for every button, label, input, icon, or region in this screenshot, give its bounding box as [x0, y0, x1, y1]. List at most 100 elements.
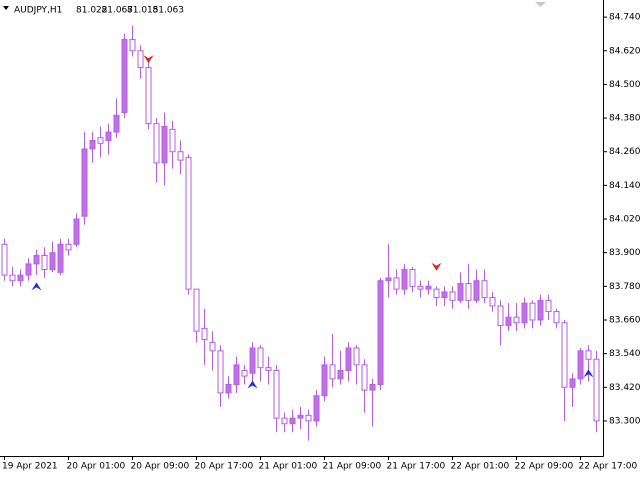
down-arrow — [143, 55, 154, 64]
y-tick-label: 83.300 — [609, 416, 640, 426]
candle-body — [73, 218, 80, 245]
candle-body — [513, 316, 520, 324]
candle-body — [169, 128, 176, 153]
candle-body — [41, 254, 48, 271]
y-tick-label: 84.380 — [609, 114, 640, 124]
y-tick-label: 83.660 — [609, 315, 640, 325]
candle-body — [457, 283, 464, 301]
candle-body — [145, 67, 152, 125]
candle-body — [465, 283, 472, 301]
y-tick-label: 84.140 — [609, 181, 640, 191]
candle-body — [529, 302, 536, 321]
candle-body — [113, 114, 120, 133]
candle-body — [105, 131, 112, 142]
y-tick-label: 83.420 — [609, 383, 640, 393]
candle-body — [185, 156, 192, 290]
up-arrow — [247, 380, 258, 389]
candle-body — [369, 383, 376, 391]
candle-body — [377, 280, 384, 385]
candle-body — [33, 254, 40, 265]
x-tick-label: 22 Apr 09:00 — [515, 462, 574, 472]
candle-body — [329, 364, 336, 380]
y-tick-label: 84.620 — [609, 46, 640, 56]
candle-body — [225, 383, 232, 394]
candle-body — [313, 395, 320, 422]
candle-body — [425, 285, 432, 290]
candle-body — [385, 277, 392, 282]
candle-body — [361, 364, 368, 391]
candle-body — [441, 291, 448, 299]
y-tick-label: 83.540 — [609, 349, 640, 359]
candle-body — [89, 140, 96, 150]
candle-body — [257, 347, 264, 369]
x-tick-label: 20 Apr 17:00 — [195, 462, 254, 472]
candle-body — [497, 305, 504, 327]
candle-body — [489, 297, 496, 307]
quote-value: 81.022 — [76, 6, 108, 16]
candle-body — [593, 358, 600, 422]
y-tick-label: 84.260 — [609, 147, 640, 157]
shift-marker[interactable] — [535, 2, 546, 7]
candle-body — [417, 285, 424, 290]
x-tick-label: 22 Apr 17:00 — [579, 462, 638, 472]
candle-body — [81, 148, 88, 217]
candle-body — [553, 311, 560, 324]
candle-body — [217, 350, 224, 394]
up-arrow — [583, 369, 594, 378]
menu-icon[interactable] — [3, 6, 9, 10]
candle-body — [129, 39, 136, 52]
candle-body — [265, 367, 272, 371]
x-tick-label: 21 Apr 17:00 — [387, 462, 446, 472]
candle-body — [97, 137, 104, 144]
down-arrow — [431, 262, 442, 271]
candle-body — [537, 299, 544, 321]
candle-body — [481, 280, 488, 299]
y-tick-label: 84.500 — [609, 80, 640, 90]
candle-body — [49, 252, 56, 271]
candle-body — [353, 347, 360, 366]
candle-body — [17, 274, 24, 282]
symbol: AUDJPY,H1 — [14, 6, 62, 16]
candle-body — [57, 243, 64, 273]
candle-body — [569, 378, 576, 388]
candle-body — [153, 123, 160, 164]
candle-body — [561, 322, 568, 388]
candle-body — [297, 414, 304, 419]
quote-value: 81.015 — [127, 6, 159, 16]
candle-body — [577, 350, 584, 380]
candle-body — [209, 341, 216, 352]
y-tick-label: 83.780 — [609, 282, 640, 292]
x-tick-label: 21 Apr 01:00 — [259, 462, 318, 472]
candle-body — [505, 316, 512, 327]
quote-value: 81.067 — [102, 6, 134, 16]
y-tick-label: 83.900 — [609, 248, 640, 258]
x-tick-label: 20 Apr 01:00 — [67, 462, 126, 472]
candle-body — [585, 350, 592, 360]
candle-body — [1, 243, 8, 276]
candle-body — [161, 125, 168, 164]
candle-body — [193, 288, 200, 332]
candle-body — [433, 288, 440, 299]
candle-body — [137, 50, 144, 69]
candle-body — [345, 347, 352, 371]
candle-body — [473, 280, 480, 301]
candle-body — [545, 299, 552, 313]
candle-body — [409, 269, 416, 287]
candle-body — [9, 274, 16, 282]
candle-body — [233, 364, 240, 385]
candle-body — [273, 369, 280, 419]
candle-body — [25, 263, 32, 276]
candle-body — [401, 269, 408, 290]
x-tick-label: 22 Apr 01:00 — [451, 462, 510, 472]
candle-body — [241, 369, 248, 377]
candle-body — [121, 39, 128, 113]
candle-body — [321, 364, 328, 397]
candle-body — [305, 414, 312, 422]
candle-body — [201, 327, 208, 341]
y-tick-label: 84.740 — [609, 13, 640, 23]
candle-body — [65, 243, 72, 251]
candle-body — [249, 347, 256, 374]
x-tick-label: 20 Apr 09:00 — [131, 462, 190, 472]
